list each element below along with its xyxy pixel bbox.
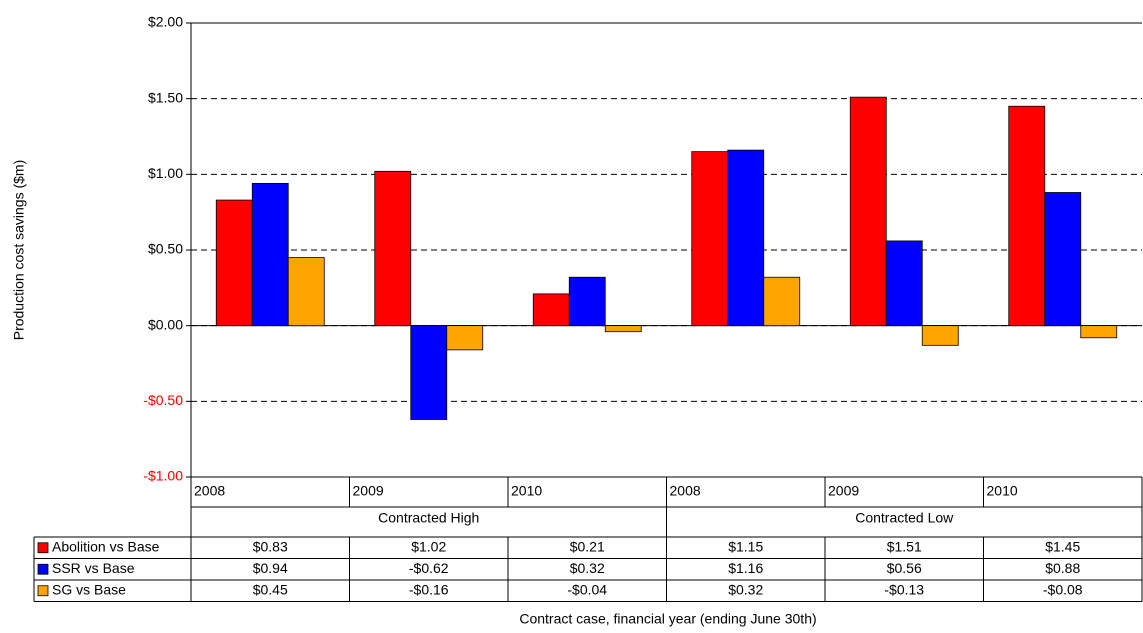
table-value: -$0.62: [409, 560, 449, 576]
table-value: $1.45: [1045, 538, 1080, 554]
table-value: $1.51: [887, 538, 922, 554]
bar: [251, 183, 289, 327]
bar: [763, 276, 801, 327]
table-value: $1.02: [411, 538, 446, 554]
table-value: $0.32: [570, 560, 605, 576]
table-value: $0.83: [253, 538, 288, 554]
table-value: $0.56: [887, 560, 922, 576]
bar: [374, 170, 412, 327]
table-value: $0.45: [253, 581, 288, 597]
x-tick-label: 2010: [511, 483, 542, 499]
y-tick-label: -$0.50: [143, 392, 183, 408]
table-value: -$0.04: [567, 581, 607, 597]
table-value: -$0.08: [1043, 581, 1083, 597]
y-tick-label: $1.00: [148, 165, 183, 181]
table-value: $0.94: [253, 560, 288, 576]
bar: [446, 325, 484, 351]
bar: [727, 149, 765, 327]
y-tick-label: $0.00: [148, 316, 183, 332]
bar: [604, 325, 642, 333]
table-value: -$0.13: [884, 581, 924, 597]
x-tick-label: 2008: [670, 483, 701, 499]
y-tick-label: $2.00: [148, 14, 183, 30]
bar: [287, 257, 325, 327]
y-tick-label: $0.50: [148, 241, 183, 257]
bar: [921, 325, 959, 346]
bar: [849, 96, 887, 327]
bar: [532, 293, 570, 327]
legend-swatch: [37, 542, 49, 554]
y-axis-title: Production cost savings ($m): [11, 160, 27, 341]
x-tick-label: 2010: [987, 483, 1018, 499]
legend-swatch: [37, 585, 49, 597]
bar: [410, 325, 448, 420]
table-value: -$0.16: [409, 581, 449, 597]
x-tick-label: 2009: [353, 483, 384, 499]
bar: [1080, 325, 1118, 339]
table-value: $1.16: [728, 560, 763, 576]
group-label: Contracted Low: [855, 510, 954, 526]
bar: [1008, 105, 1046, 327]
x-tick-label: 2009: [828, 483, 859, 499]
group-label: Contracted High: [378, 510, 479, 526]
bar: [1044, 192, 1082, 327]
table-value: $0.21: [570, 538, 605, 554]
table-value: $1.15: [728, 538, 763, 554]
legend-swatch: [37, 563, 49, 575]
legend-label: Abolition vs Base: [52, 538, 160, 554]
legend-label: SSR vs Base: [52, 560, 135, 576]
table-value: $0.88: [1045, 560, 1080, 576]
bar: [568, 276, 606, 327]
bar: [885, 240, 923, 327]
table-value: $0.32: [728, 581, 763, 597]
bar: [215, 199, 253, 327]
y-tick-label: $1.50: [148, 89, 183, 105]
y-tick-label: -$1.00: [143, 468, 183, 484]
legend-label: SG vs Base: [52, 581, 126, 597]
x-tick-label: 2008: [194, 483, 225, 499]
bar: [691, 151, 729, 327]
x-axis-title: Contract case, financial year (ending Ju…: [519, 611, 816, 627]
